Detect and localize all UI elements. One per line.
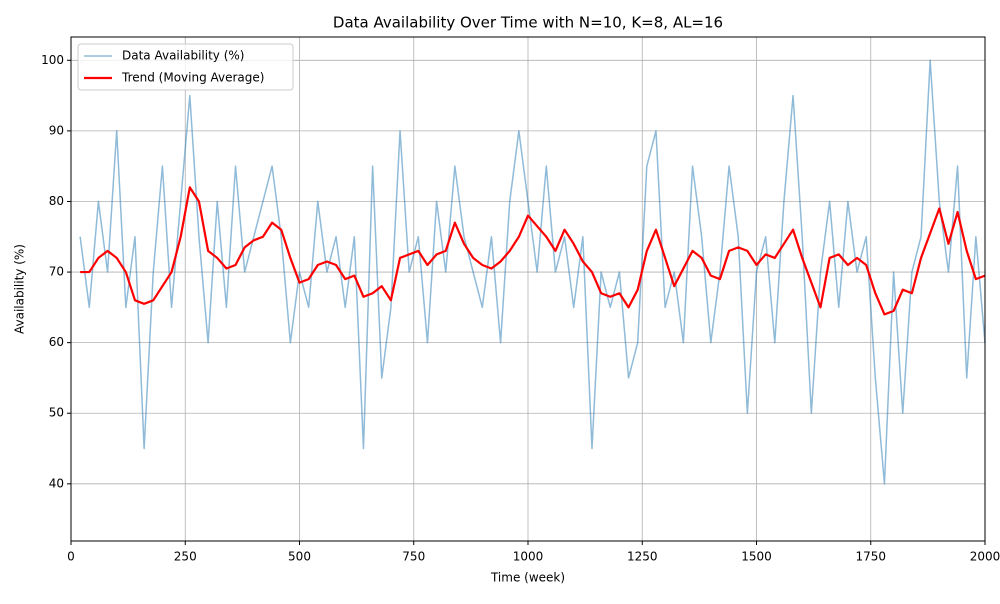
chart-title: Data Availability Over Time with N=10, K… [333, 14, 723, 32]
x-tick-label: 1000 [513, 550, 544, 564]
x-tick-label: 2000 [970, 550, 1000, 564]
legend: Data Availability (%) Trend (Moving Avera… [77, 43, 294, 91]
x-axis-label: Time (week) [490, 571, 565, 585]
plot-frame [70, 36, 986, 542]
x-tick-label: 500 [288, 550, 311, 564]
x-tick-label: 0 [67, 550, 75, 564]
y-tick-label: 90 [49, 123, 64, 137]
y-tick-label: 60 [49, 335, 64, 349]
y-tick-label: 40 [49, 476, 64, 490]
x-tick-label: 250 [174, 550, 197, 564]
legend-label: Trend (Moving Average) [121, 71, 264, 85]
x-tick-label: 1500 [741, 550, 772, 564]
y-tick-label: 70 [49, 265, 64, 279]
y-tick-label: 100 [41, 53, 64, 67]
x-tick-label: 1750 [855, 550, 886, 564]
y-axis-label: Availability (%) [13, 244, 27, 334]
x-tick-label: 1250 [627, 550, 658, 564]
series-line [80, 186, 986, 316]
y-tick-label: 50 [49, 406, 64, 420]
y-tick-label: 80 [49, 194, 64, 208]
x-tick-label: 750 [402, 550, 425, 564]
series-line [79, 59, 986, 485]
legend-label: Data Availability (%) [122, 49, 244, 63]
legend-box [77, 43, 294, 91]
